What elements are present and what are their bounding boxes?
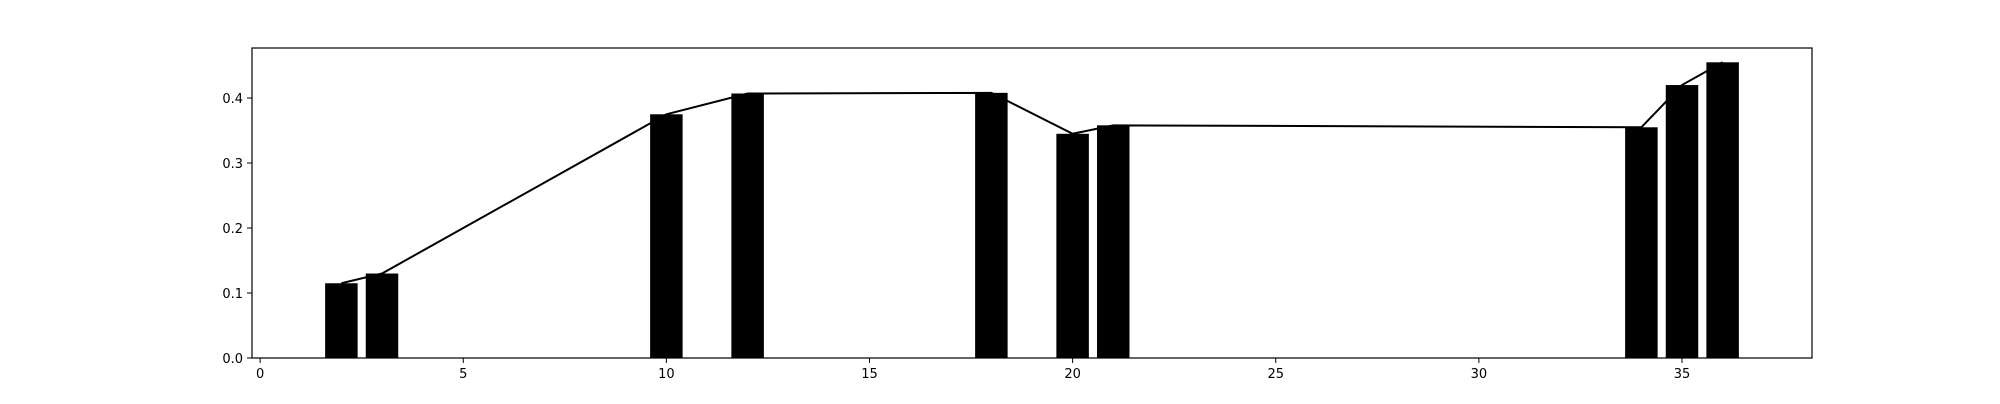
series-line — [341, 61, 1724, 285]
x-tick-label: 5 — [459, 367, 467, 382]
y-tick-label: 0.4 — [222, 92, 243, 107]
x-axis-ticks: 0 5 10 15 20 25 30 35 — [256, 358, 1690, 382]
bar — [1706, 62, 1739, 359]
y-axis-ticks: 0.0 0.1 0.2 0.3 0.4 — [222, 92, 252, 367]
plot-frame — [251, 47, 1813, 359]
x-tick-label: 25 — [1267, 367, 1284, 382]
bar — [650, 114, 683, 358]
bar — [1097, 125, 1130, 358]
x-tick-label: 10 — [658, 367, 675, 382]
bar — [1665, 85, 1699, 358]
x-tick-label: 35 — [1674, 367, 1691, 382]
x-tick-label: 0 — [256, 367, 264, 382]
y-tick-label: 0.3 — [222, 157, 243, 172]
bar — [365, 273, 399, 358]
x-tick-label: 15 — [861, 367, 878, 382]
bar — [325, 283, 358, 358]
y-tick-label: 0.1 — [222, 287, 243, 302]
bars-layer — [325, 62, 1739, 359]
axes-layer — [251, 47, 1813, 359]
line-layer — [341, 61, 1724, 285]
bar — [975, 92, 1008, 358]
y-tick-label: 0.0 — [222, 352, 243, 367]
x-tick-label: 20 — [1064, 367, 1081, 382]
y-tick-label: 0.2 — [222, 222, 243, 237]
bar — [1625, 127, 1658, 358]
bar — [731, 93, 764, 359]
bar — [1056, 133, 1089, 358]
x-tick-label: 30 — [1471, 367, 1488, 382]
